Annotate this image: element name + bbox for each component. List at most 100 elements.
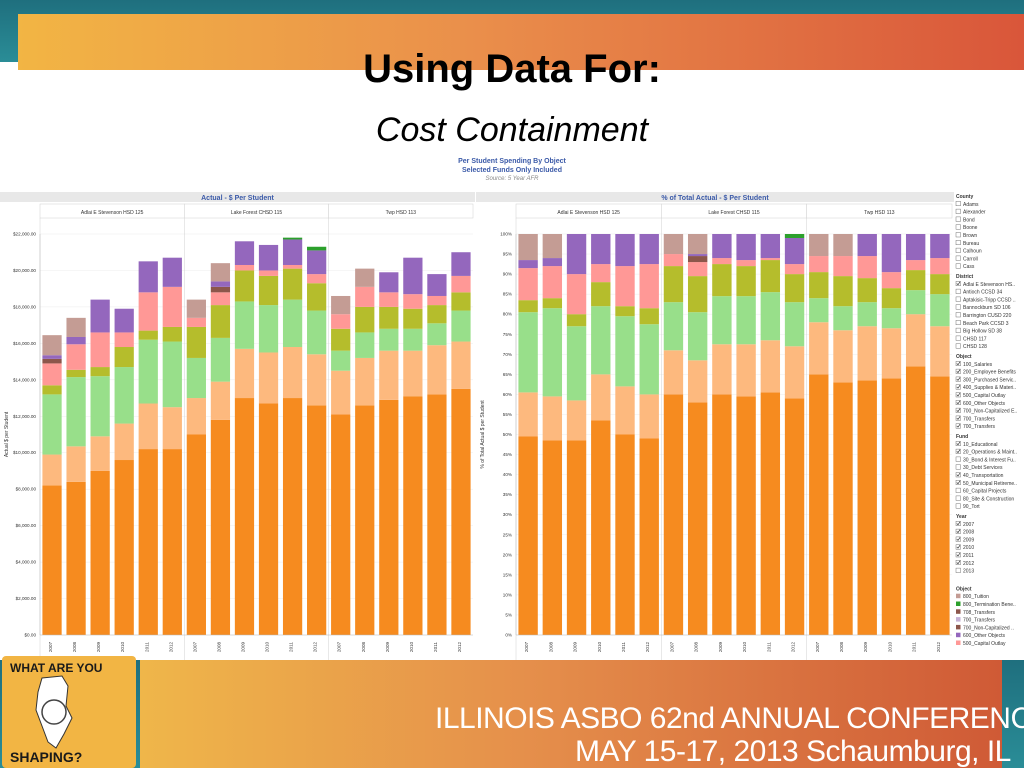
object-checkbox[interactable] [955, 376, 961, 382]
fund-checkbox[interactable] [955, 495, 961, 501]
county-item-label[interactable]: Boone [963, 225, 978, 231]
year-checkbox[interactable] [955, 521, 961, 526]
y-tick-label: $4,000.00 [16, 560, 37, 565]
county-checkbox[interactable] [955, 247, 961, 253]
district-item-label[interactable]: Barrington CUSD 220 [963, 313, 1012, 319]
county-checkbox[interactable] [955, 263, 961, 269]
fund-item-label[interactable]: 60_Capital Projects [963, 489, 1007, 495]
county-item-label[interactable]: Brown [963, 233, 977, 239]
county-checkbox[interactable] [955, 232, 961, 238]
fund-checkbox[interactable] [955, 480, 961, 485]
district-checkbox[interactable] [955, 281, 961, 287]
fund-checkbox[interactable] [955, 448, 961, 454]
year-item-label[interactable]: 2011 [963, 553, 974, 559]
object-item-label[interactable]: 700_Transfers [963, 424, 996, 430]
year-item-label[interactable]: 2012 [963, 561, 974, 567]
bar-segment-obj300 [905, 290, 926, 315]
year-checkbox[interactable] [955, 544, 961, 550]
y-tick-label: $12,000.00 [13, 414, 36, 419]
county-item-label[interactable]: Carroll [963, 256, 978, 262]
district-item-label[interactable]: Bannockburn SD 106 [963, 305, 1011, 311]
fund-checkbox[interactable] [955, 503, 961, 509]
object-item-label[interactable]: 200_Employee Benefits [963, 370, 1016, 376]
y-tick-label: $18,000.00 [13, 304, 36, 309]
fund-item-label[interactable]: 30_Debt Services [963, 465, 1003, 471]
county-item-label[interactable]: Bureau [963, 241, 979, 247]
object-checkbox[interactable] [955, 407, 961, 413]
year-checkbox[interactable] [955, 528, 961, 534]
object-item-label[interactable]: 600_Other Objects [963, 401, 1005, 407]
legend-swatch [956, 593, 961, 599]
year-checkbox[interactable] [955, 536, 961, 542]
county-item-label[interactable]: Cass [963, 264, 975, 270]
object-checkbox[interactable] [955, 415, 961, 421]
year-checkbox[interactable] [955, 552, 961, 558]
fund-item-label[interactable]: 10_Educational [963, 442, 997, 448]
district-item-label[interactable]: CHSD 117 [963, 336, 987, 342]
fund-item-label[interactable]: 80_Site & Construction [963, 496, 1014, 502]
bar-segment-obj800 [833, 234, 853, 257]
district-item-label[interactable]: Adlai E Stevenson HS.. [963, 282, 1015, 288]
county-item-label[interactable]: Adams [963, 202, 979, 208]
district-checkbox[interactable] [955, 320, 961, 326]
district-checkbox[interactable] [955, 304, 961, 310]
district-checkbox[interactable] [955, 327, 961, 333]
district-item-label[interactable]: Aptakisic-Tripp CCSD .. [963, 297, 1016, 303]
county-checkbox[interactable] [955, 208, 961, 214]
district-item-label[interactable]: Big Hollow SD 38 [963, 329, 1002, 335]
district-item-label[interactable]: CHSD 128 [963, 344, 987, 350]
fund-checkbox[interactable] [955, 464, 961, 470]
year-item-label[interactable]: 2008 [963, 530, 974, 536]
object-checkbox[interactable] [955, 361, 961, 367]
object-item-label[interactable]: 400_Supplies & Materi.. [963, 385, 1016, 391]
fund-item-label[interactable]: 50_Municipal Retireme.. [963, 481, 1017, 487]
fund-checkbox[interactable] [955, 441, 961, 447]
x-tick-label: 2010 [120, 641, 125, 652]
year-item-label[interactable]: 2013 [963, 569, 974, 575]
object-checkbox[interactable] [955, 392, 961, 398]
check-icon [956, 369, 961, 374]
year-checkbox[interactable] [955, 560, 961, 565]
object-item-label[interactable]: 100_Salaries [963, 362, 993, 368]
year-checkbox[interactable] [955, 567, 961, 573]
county-item-label[interactable]: Alexander [963, 210, 986, 216]
bar-segment-obj300 [331, 350, 351, 371]
fund-item-label[interactable]: 40_Transportation [963, 473, 1004, 479]
county-checkbox[interactable] [955, 255, 961, 261]
fund-item-label[interactable]: 20_Operations & Maint.. [963, 450, 1017, 456]
county-checkbox[interactable] [955, 201, 961, 207]
object-item-label[interactable]: 300_Purchased Servic.. [963, 377, 1016, 383]
object-item-label[interactable]: 700_Non-Capitalized E.. [963, 409, 1017, 415]
county-item-label[interactable]: Calhoun [963, 249, 982, 255]
district-checkbox[interactable] [955, 312, 961, 318]
year-item-label[interactable]: 2009 [963, 537, 974, 543]
object-item-label[interactable]: 700_Transfers [963, 416, 996, 422]
object-checkbox[interactable] [955, 400, 961, 406]
year-item-label[interactable]: 2010 [963, 545, 974, 551]
county-checkbox[interactable] [955, 240, 961, 245]
district-checkbox[interactable] [955, 343, 961, 349]
bar-segment-obj500 [258, 270, 279, 276]
object-checkbox[interactable] [955, 384, 961, 390]
fund-checkbox[interactable] [955, 472, 961, 478]
district-checkbox[interactable] [955, 296, 961, 302]
fund-checkbox[interactable] [955, 487, 961, 493]
district-item-label[interactable]: Beach Park CCSD 3 [963, 321, 1009, 327]
county-checkbox[interactable] [955, 216, 961, 222]
county-item-label[interactable]: Bond [963, 217, 975, 223]
district-item-label[interactable]: Antioch CCSD 34 [963, 290, 1002, 296]
legend-item-label: 700_Transfers [963, 618, 996, 624]
district-checkbox[interactable] [955, 288, 961, 294]
bar-segment-obj100 [234, 398, 255, 635]
fund-item-label[interactable]: 90_Tort [963, 504, 980, 510]
object-item-label[interactable]: 500_Capital Outlay [963, 393, 1006, 399]
fund-item-label[interactable]: 30_Bond & Interest Fu.. [963, 457, 1016, 463]
bar-segment-obj500 [809, 256, 829, 273]
district-checkbox[interactable] [955, 335, 961, 341]
fund-checkbox[interactable] [955, 456, 961, 462]
object-checkbox[interactable] [955, 368, 961, 374]
year-item-label[interactable]: 2007 [963, 522, 974, 528]
county-checkbox[interactable] [955, 224, 961, 230]
object-checkbox[interactable] [955, 423, 961, 429]
bar-segment-obj600 [114, 308, 134, 333]
